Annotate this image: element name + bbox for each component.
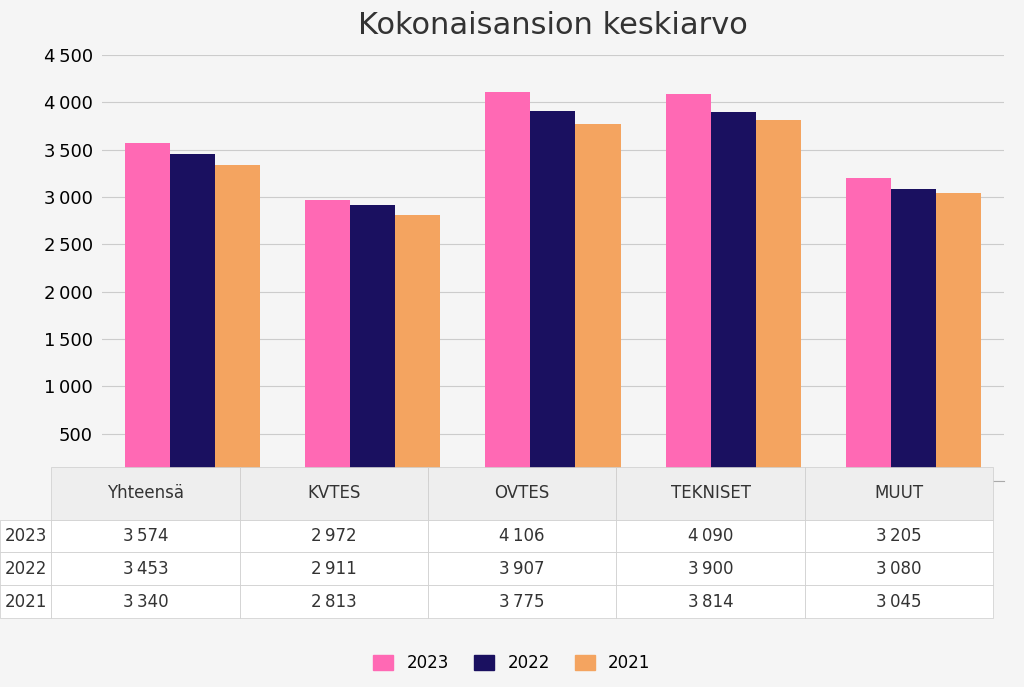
Bar — [530, 111, 575, 481]
Bar — [350, 205, 395, 481]
Bar — [756, 120, 801, 481]
Title: Kokonaisansion keskiarvo: Kokonaisansion keskiarvo — [358, 11, 748, 40]
Bar — [846, 177, 891, 481]
Bar — [666, 93, 711, 481]
Bar — [485, 92, 530, 481]
Bar — [305, 200, 350, 481]
Bar — [711, 112, 756, 481]
Bar — [575, 124, 621, 481]
Bar — [936, 192, 981, 481]
Legend: 2023, 2022, 2021: 2023, 2022, 2021 — [367, 647, 657, 679]
Bar — [170, 154, 215, 481]
Bar — [215, 165, 260, 481]
Bar — [395, 214, 440, 481]
Bar — [125, 143, 170, 481]
Bar — [891, 190, 936, 481]
